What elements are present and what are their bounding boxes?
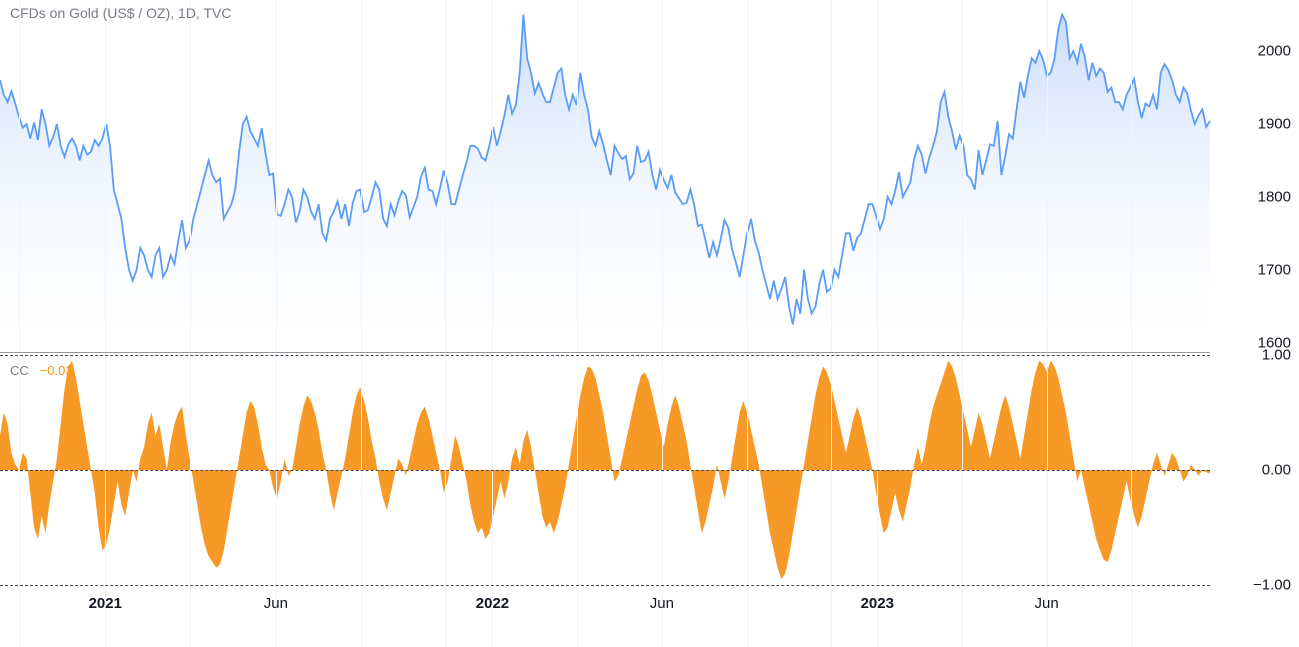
cc-gridline <box>0 470 1210 471</box>
x-tick: Jun <box>1035 595 1059 612</box>
x-tick: Jun <box>264 595 288 612</box>
grid-line <box>1131 0 1132 647</box>
y-tick-price: 1900 <box>1258 115 1291 132</box>
x-tick: 2023 <box>861 595 894 612</box>
grid-line <box>361 0 362 647</box>
grid-line <box>577 0 578 647</box>
panel-divider <box>0 352 1210 353</box>
grid-line <box>962 0 963 647</box>
grid-line <box>877 0 878 647</box>
grid-line <box>105 0 106 647</box>
grid-line <box>747 0 748 647</box>
cc-indicator-label: CC −0.03 <box>10 363 73 378</box>
x-tick: 2022 <box>476 595 509 612</box>
grid-line <box>445 0 446 647</box>
grid-line <box>190 0 191 647</box>
chart-svg <box>0 0 1299 647</box>
cc-gridline <box>0 355 1210 356</box>
grid-line <box>1047 0 1048 647</box>
x-tick: 2021 <box>89 595 122 612</box>
y-tick-cc: 1.00 <box>1262 347 1291 364</box>
cc-name: CC <box>10 363 29 378</box>
grid-line <box>276 0 277 647</box>
chart-container: CFDs on Gold (US$ / OZ), 1D, TVC 1600170… <box>0 0 1299 647</box>
y-tick-price: 1800 <box>1258 188 1291 205</box>
grid-line <box>19 0 20 647</box>
grid-line <box>831 0 832 647</box>
cc-gridline <box>0 585 1210 586</box>
cc-value: −0.03 <box>40 363 73 378</box>
y-tick-cc: 0.00 <box>1262 462 1291 479</box>
chart-title: CFDs on Gold (US$ / OZ), 1D, TVC <box>10 5 231 21</box>
price-area <box>0 15 1210 350</box>
grid-line <box>662 0 663 647</box>
grid-line <box>492 0 493 647</box>
y-tick-cc: −1.00 <box>1253 577 1291 594</box>
x-tick: Jun <box>650 595 674 612</box>
y-tick-price: 2000 <box>1258 43 1291 60</box>
y-tick-price: 1700 <box>1258 261 1291 278</box>
